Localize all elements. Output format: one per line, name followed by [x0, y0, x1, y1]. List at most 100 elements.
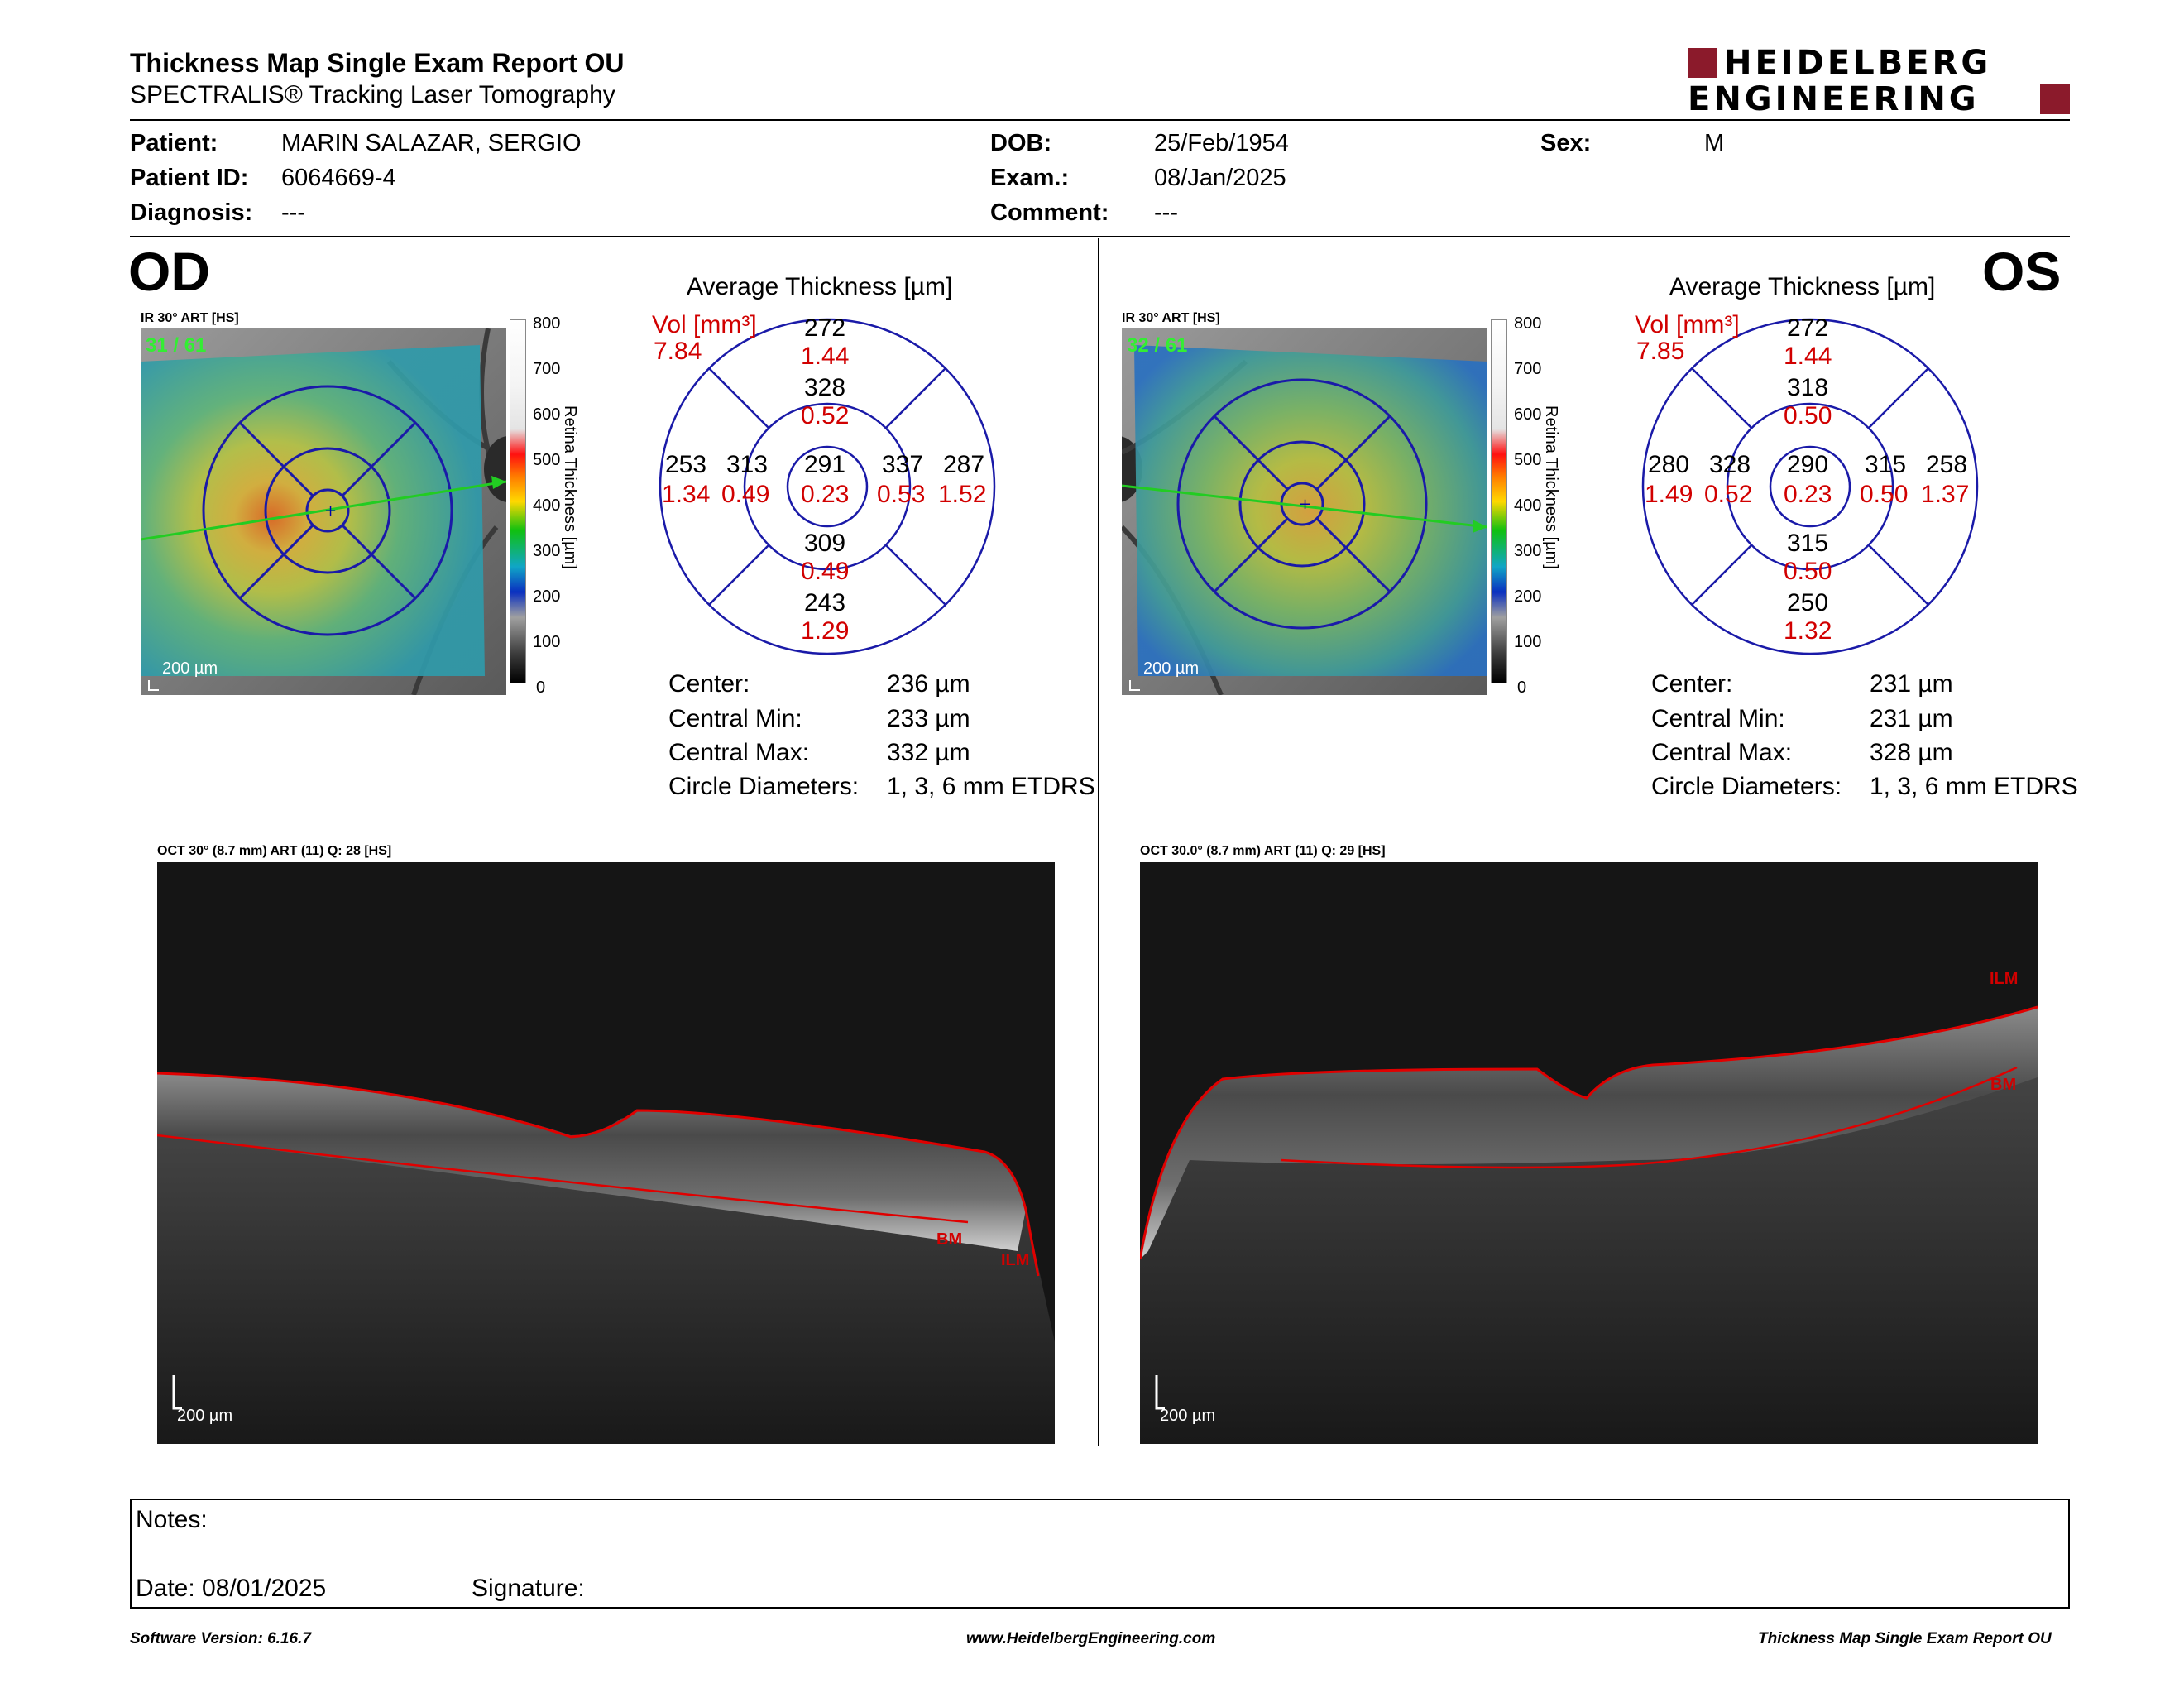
os-outer-left-thickness: 280	[1648, 451, 1690, 478]
os-avg-title: Average Thickness [µm]	[1669, 273, 1936, 300]
patient-id: 6064669-4	[281, 165, 396, 191]
os-total-vol: 7.85	[1636, 338, 1685, 365]
report-title: Thickness Map Single Exam Report OU	[130, 48, 625, 78]
tick-label: 800	[533, 314, 561, 333]
software-version: Software Version: 6.16.7	[130, 1630, 311, 1647]
heidelberg-logo: HEIDELBERG ENGINEERING	[1688, 46, 2070, 116]
od-outer-left-vol: 1.34	[662, 481, 711, 508]
os-thickness-colorbar	[1491, 319, 1507, 683]
od-eye-label: OD	[128, 241, 210, 302]
logo-line-2: ENGINEERING	[1688, 80, 1980, 118]
patient-label: Patient:	[130, 130, 218, 156]
tick-label: 100	[1514, 633, 1542, 651]
od-stat-value: 236 µm	[887, 670, 970, 698]
od-stat-label: Central Min:	[668, 705, 802, 732]
comment-label: Comment:	[990, 199, 1109, 226]
od-etdrs-grid	[654, 313, 1001, 660]
dob-label: DOB:	[990, 130, 1052, 156]
os-bm-label: BM	[1990, 1076, 2017, 1094]
od-colorbar-label: Retina Thickness [µm]	[561, 405, 579, 569]
tick-label: 500	[1514, 451, 1542, 469]
od-colorbar-ticks: 800 700 600 500 400 300 200 100 0	[529, 314, 579, 697]
od-outer-right-thickness: 287	[943, 451, 985, 478]
tick-label: 500	[533, 451, 561, 469]
od-inner-right-thickness: 337	[882, 451, 924, 478]
logo-square-icon	[2040, 84, 2070, 114]
od-outer-right-vol: 1.52	[938, 481, 987, 508]
os-stat-label: Central Min:	[1651, 705, 1785, 732]
os-outer-sup-thickness: 272	[1787, 314, 1829, 342]
od-inner-left-thickness: 313	[726, 451, 769, 478]
od-inner-inf-vol: 0.49	[801, 558, 850, 585]
os-inner-left-thickness: 328	[1709, 451, 1751, 478]
od-outer-sup-vol: 1.44	[801, 343, 850, 370]
os-fundus-image: +	[1122, 328, 1487, 695]
os-stat-label: Center:	[1651, 670, 1733, 698]
od-ilm-label: ILM	[1001, 1251, 1030, 1269]
header-divider	[130, 119, 2070, 121]
od-outer-left-thickness: 253	[665, 451, 707, 478]
os-stat-value: 231 µm	[1870, 705, 1953, 732]
tick-label: 600	[1514, 405, 1542, 424]
os-stat-value: 328 µm	[1870, 739, 1953, 766]
od-outer-sup-thickness: 272	[804, 314, 846, 342]
od-bm-label: BM	[936, 1230, 963, 1249]
svg-text:+: +	[324, 502, 337, 520]
comment-value: ---	[1154, 199, 1178, 226]
od-inner-right-vol: 0.53	[877, 481, 926, 508]
svg-text:+: +	[1299, 496, 1311, 513]
os-map-scale: 200 µm	[1143, 659, 1200, 678]
od-oct-bscan	[157, 862, 1055, 1444]
od-thickness-colorbar	[510, 319, 526, 683]
od-inner-sup-thickness: 328	[804, 374, 846, 401]
eye-divider	[1098, 238, 1099, 1446]
od-stat-label: Circle Diameters:	[668, 773, 860, 800]
os-frame-counter: 32 / 61	[1127, 334, 1188, 357]
os-outer-inf-thickness: 250	[1787, 589, 1829, 616]
os-center-vol: 0.23	[1784, 481, 1832, 508]
website-link[interactable]: www.HeidelbergEngineering.com	[966, 1630, 1216, 1647]
exam-value: 08/Jan/2025	[1154, 165, 1286, 191]
os-oct-label: OCT 30.0° (8.7 mm) ART (11) Q: 29 [HS]	[1140, 844, 1386, 858]
os-inner-sup-vol: 0.50	[1784, 402, 1832, 429]
od-inner-left-vol: 0.49	[721, 481, 770, 508]
tick-label: 300	[533, 542, 561, 560]
os-outer-left-vol: 1.49	[1645, 481, 1693, 508]
notes-box[interactable]	[130, 1499, 2070, 1609]
os-stat-label: Central Max:	[1651, 739, 1793, 766]
notes-label: Notes:	[136, 1506, 208, 1533]
tick-label: 600	[533, 405, 561, 424]
tick-label: 700	[1514, 360, 1542, 378]
os-eye-label: OS	[1982, 241, 2062, 302]
logo-square-icon	[1688, 48, 1717, 78]
od-stat-value: 233 µm	[887, 705, 970, 732]
date-label: Date: 08/01/2025	[136, 1575, 327, 1602]
dob-value: 25/Feb/1954	[1154, 130, 1289, 156]
od-outer-inf-vol: 1.29	[801, 617, 850, 645]
os-outer-sup-vol: 1.44	[1784, 343, 1832, 370]
od-ir-label: IR 30° ART [HS]	[141, 311, 239, 325]
diagnosis-value: ---	[281, 199, 305, 226]
exam-label: Exam.:	[990, 165, 1070, 191]
os-inner-inf-vol: 0.50	[1784, 558, 1832, 585]
tick-label: 200	[1514, 587, 1542, 606]
sex-value: M	[1704, 130, 1725, 156]
tick-label: 200	[533, 587, 561, 606]
od-inner-sup-vol: 0.52	[801, 402, 850, 429]
od-stat-value: 1, 3, 6 mm ETDRS	[887, 773, 1095, 800]
os-inner-right-vol: 0.50	[1860, 481, 1909, 508]
footer-report-name: Thickness Map Single Exam Report OU	[1758, 1630, 2052, 1647]
os-inner-left-vol: 0.52	[1704, 481, 1753, 508]
logo-line-1: HEIDELBERG	[1724, 44, 1992, 82]
tick-label: 800	[1514, 314, 1542, 333]
patient-divider	[130, 236, 2070, 237]
os-inner-inf-thickness: 315	[1787, 530, 1829, 557]
os-ir-label: IR 30° ART [HS]	[1122, 311, 1220, 325]
os-inner-sup-thickness: 318	[1787, 374, 1829, 401]
od-total-vol: 7.84	[654, 338, 702, 365]
od-vol-label: Vol [mm³]	[652, 311, 757, 338]
od-stat-label: Center:	[668, 670, 750, 698]
od-avg-title: Average Thickness [µm]	[687, 273, 953, 300]
os-stat-value: 1, 3, 6 mm ETDRS	[1870, 773, 2078, 800]
sex-label: Sex:	[1540, 130, 1592, 156]
